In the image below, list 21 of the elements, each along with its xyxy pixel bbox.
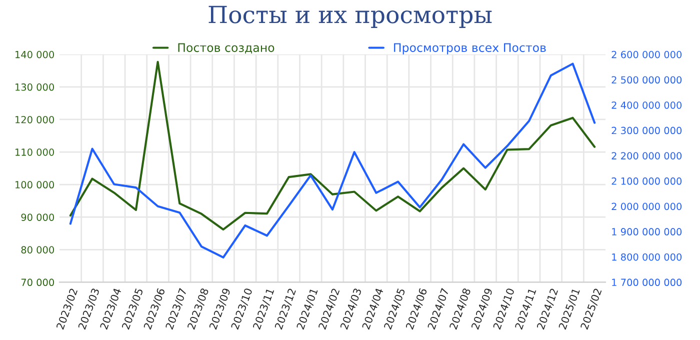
chart-title: Посты и их просмотры [208,6,492,28]
y-tick-label: 80 000 [21,246,54,254]
y-tick-label: 120 000 [16,116,54,124]
y2-tick-label: 2 600 000 000 [612,50,682,58]
y-tick-label: 130 000 [16,83,54,91]
y-tick-label: 90 000 [21,214,54,221]
y2-tick-label: 2 000 000 000 [612,202,682,210]
y-tick-label: 100 000 [16,181,54,188]
y2-tick-label: 1 700 000 000 [612,278,682,286]
y2-tick-label: 1 900 000 000 [612,228,682,236]
y-tick-label: 110 000 [16,148,54,156]
y-tick-label: 70 000 [21,278,54,286]
y2-tick-label: 2 300 000 000 [612,126,682,134]
legend-label: Постов создано [178,43,274,54]
y-tick-label: 140 000 [16,50,54,58]
y2-tick-label: 1 800 000 000 [612,253,682,261]
legend-label: Просмотров всех Постов [394,43,546,54]
y2-tick-label: 2 200 000 000 [612,152,682,160]
y2-tick-label: 2 500 000 000 [612,76,682,84]
y2-tick-label: 2 400 000 000 [612,102,682,109]
y2-tick-label: 2 100 000 000 [612,177,682,185]
